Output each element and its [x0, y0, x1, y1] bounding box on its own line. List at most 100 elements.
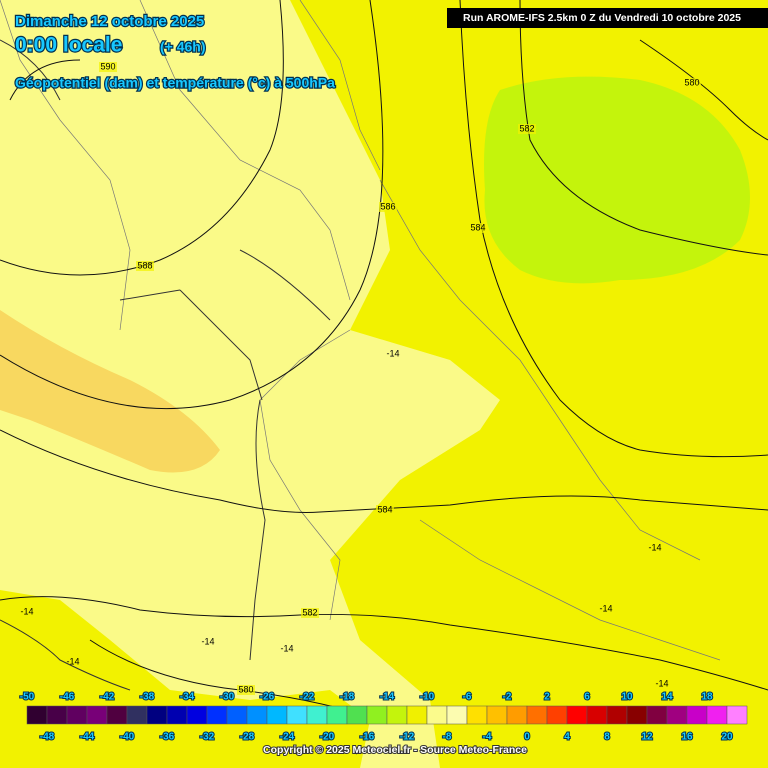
contour-label-bg [518, 124, 536, 134]
colorbar-label: -22 [300, 692, 315, 703]
temperature-label: -14 [648, 542, 661, 552]
colorbar-label: -50 [20, 692, 35, 703]
colorbar-label: -38 [140, 692, 155, 703]
coastline [119, 249, 331, 661]
colorbar-label: -34 [180, 692, 195, 703]
colorbar-swatch [526, 705, 548, 725]
colorbar-swatch [206, 705, 228, 725]
colorbar-label: -24 [280, 732, 295, 743]
colorbar-swatch [506, 705, 528, 725]
colorbar-label: -40 [120, 732, 135, 743]
colorbar-label: 16 [681, 732, 693, 743]
run-box [447, 8, 768, 28]
copyright: Copyright © 2025 Meteociel.fr - Source M… [263, 744, 527, 756]
run-info: Run AROME-IFS 2.5km 0 Z du Vendredi 10 o… [463, 12, 741, 24]
colorbar-label: -26 [260, 692, 275, 703]
colorbar-swatch [286, 705, 308, 725]
colorbar-swatch [346, 705, 368, 725]
isohypse [9, 59, 81, 101]
colorbar-label: 14 [661, 692, 673, 703]
contour-label: 584 [470, 222, 485, 232]
colorbar-swatch [606, 705, 628, 725]
colorbar-swatch [106, 705, 128, 725]
colorbar-swatch [306, 705, 328, 725]
contour-label: 582 [302, 607, 317, 617]
colorbar-label: -36 [160, 732, 175, 743]
colorbar-swatch [686, 705, 708, 725]
colorbar-label: -2 [503, 692, 512, 703]
colorbar-label: -30 [220, 692, 235, 703]
colorbar-swatch [66, 705, 88, 725]
colorbar-label: -8 [443, 732, 452, 743]
temperature-label: -14 [655, 678, 668, 688]
colorbar-swatch [86, 705, 108, 725]
contour-label: 586 [380, 201, 395, 211]
contour-label-bg [376, 505, 394, 515]
contour-label-bg [237, 685, 255, 695]
header-subtitle: Géopotentiel (dam) et température (°c) à… [15, 75, 335, 91]
isohypse [0, 429, 768, 513]
colorbar-swatch [646, 705, 668, 725]
colorbar-label: -46 [60, 692, 75, 703]
green-field [484, 76, 750, 284]
colorbar-swatch [446, 705, 468, 725]
colorbar-label: -18 [340, 692, 355, 703]
colorbar-label: -4 [483, 732, 492, 743]
colorbar-swatch [566, 705, 588, 725]
colorbar-label: 10 [621, 692, 633, 703]
temperature-label: -14 [599, 603, 612, 613]
colorbar-swatch [626, 705, 648, 725]
contour-label: 580 [684, 77, 699, 87]
isohypse [0, 596, 768, 691]
colorbar-swatch [246, 705, 268, 725]
temperature-label: -14 [201, 636, 214, 646]
contour-label-bg [99, 62, 117, 72]
colorbar-label: 4 [564, 732, 570, 743]
colorbar-label: -28 [240, 732, 255, 743]
contour-label-bg [136, 261, 154, 271]
contour-label: 588 [137, 260, 152, 270]
temperature-label: -14 [280, 643, 293, 653]
contour-label: 584 [377, 504, 392, 514]
contour-label: 582 [519, 123, 534, 133]
colorbar-swatch [366, 705, 388, 725]
header-offset: (+ 46h) [160, 39, 206, 55]
colorbar-label: 20 [721, 732, 733, 743]
colorbar-swatch [546, 705, 568, 725]
colorbar-label: -10 [420, 692, 435, 703]
colorbar-label: 12 [641, 732, 653, 743]
colorbar-label: 18 [701, 692, 713, 703]
contour-label-bg [683, 78, 701, 88]
colorbar-swatch [466, 705, 488, 725]
contour-label: 590 [100, 61, 115, 71]
orange-band [0, 310, 220, 473]
colorbar-label: 8 [604, 732, 610, 743]
colorbar-swatch [386, 705, 408, 725]
colorbar-swatch [166, 705, 188, 725]
colorbar-swatch [426, 705, 448, 725]
colorbar-label: -20 [320, 732, 335, 743]
colorbar-swatch [146, 705, 168, 725]
colorbar-swatch [326, 705, 348, 725]
temperature-label: -14 [386, 348, 399, 358]
contour-label-bg [469, 223, 487, 233]
colorbar-swatch [406, 705, 428, 725]
border [259, 179, 721, 661]
coastline [0, 39, 131, 691]
colorbar-label: -14 [380, 692, 395, 703]
isohypse [519, 0, 768, 256]
colorbar-swatch [126, 705, 148, 725]
isohypse [459, 0, 768, 458]
colorbar-swatch [726, 705, 748, 725]
colorbar-swatch [46, 705, 68, 725]
colorbar-swatch [226, 705, 248, 725]
isohypse [0, 0, 384, 409]
colorbar-label: 6 [584, 692, 590, 703]
colorbar-label: 0 [524, 732, 530, 743]
contour-label-bg [301, 608, 319, 618]
colorbar-swatch [186, 705, 208, 725]
temperature-label: -14 [20, 606, 33, 616]
header-time: 0:00 locale [15, 34, 122, 57]
